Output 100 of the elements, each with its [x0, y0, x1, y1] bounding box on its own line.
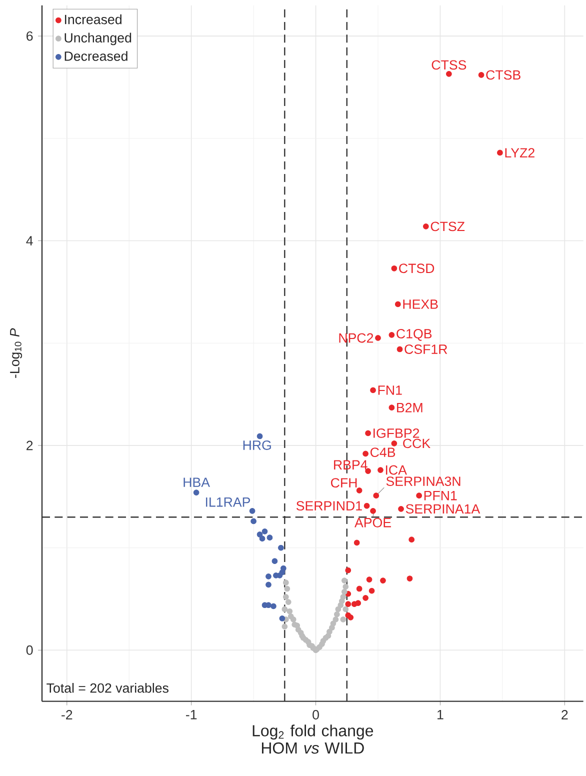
- point: [250, 518, 256, 524]
- point: [334, 611, 340, 618]
- y-tick-label: 6: [26, 31, 33, 41]
- point: [326, 628, 332, 635]
- legend-label: Decreased: [64, 51, 128, 61]
- x-tick-label: 1: [438, 710, 444, 720]
- point: [262, 528, 268, 534]
- point: [375, 335, 381, 341]
- point: [340, 616, 346, 622]
- point: [388, 404, 395, 411]
- point: [272, 558, 278, 564]
- point: [266, 574, 272, 580]
- point: [365, 430, 371, 436]
- annotation: CTSZ: [430, 222, 465, 232]
- annotation: CFH: [330, 478, 357, 488]
- point: [368, 588, 375, 594]
- point: [282, 606, 288, 612]
- point: [380, 578, 386, 584]
- point: [256, 433, 263, 440]
- point: [373, 492, 380, 499]
- point: [391, 440, 398, 446]
- point: [266, 534, 273, 540]
- point: [345, 601, 352, 608]
- annotation: IGFBP2: [374, 428, 420, 438]
- x-tick-label: 2: [562, 710, 568, 720]
- point: [370, 508, 376, 514]
- point: [341, 588, 348, 595]
- point: [406, 576, 413, 582]
- point: [282, 580, 289, 586]
- annotation: RBP4: [334, 460, 368, 470]
- point: [394, 301, 401, 308]
- point: [355, 600, 362, 606]
- x-axis-title: Log$_{2}$ fold change HOM vs WILD: [252, 724, 374, 754]
- point: [341, 578, 348, 584]
- point: [378, 467, 384, 473]
- point: [370, 387, 376, 394]
- point: [256, 532, 263, 538]
- point: [391, 265, 398, 272]
- point: [388, 332, 395, 338]
- annotation: B2M: [397, 402, 422, 412]
- annotation: PFN1: [424, 491, 457, 500]
- point: [335, 606, 342, 612]
- annotation: HEXB: [403, 300, 438, 309]
- point: [366, 576, 372, 582]
- annotation: Total = 202 variables: [46, 682, 168, 693]
- point: [354, 540, 360, 546]
- point: [356, 488, 362, 494]
- annotation: HRG: [243, 440, 271, 450]
- point: [422, 223, 429, 230]
- legend-label: Increased: [64, 14, 122, 24]
- point: [332, 616, 339, 622]
- legend-label: Unchanged: [64, 32, 132, 46]
- point: [446, 70, 452, 77]
- point: [362, 595, 368, 601]
- point: [497, 150, 503, 156]
- annotation: HBA: [184, 478, 210, 487]
- x-tick-label: -2: [62, 710, 72, 720]
- point: [270, 603, 276, 610]
- annotation: LYZ2: [505, 148, 534, 158]
- point: [408, 536, 415, 543]
- annotation: FN1: [378, 386, 402, 395]
- point: [364, 502, 370, 509]
- annotation: C4B: [370, 448, 396, 458]
- annotation: CCK: [403, 438, 430, 448]
- annotation: CSF1R: [404, 344, 448, 354]
- y-tick-label: 4: [26, 236, 33, 246]
- point: [259, 536, 266, 542]
- x-tick-label: 0: [312, 710, 319, 720]
- annotation: NPC2: [339, 333, 374, 343]
- annotation: SERPIND1: [296, 501, 362, 511]
- point: [330, 620, 336, 626]
- point: [345, 567, 352, 574]
- annotation: ICA: [386, 465, 407, 475]
- annotation: CTSB: [486, 70, 520, 80]
- y-tick-label: 0: [26, 645, 33, 655]
- point: [279, 615, 286, 622]
- annotation: APOE: [354, 518, 391, 528]
- x-tick-label: -1: [186, 710, 197, 720]
- point: [348, 614, 354, 620]
- point: [396, 346, 403, 352]
- point: [249, 508, 256, 514]
- point: [278, 544, 284, 551]
- point: [478, 72, 484, 78]
- point: [285, 599, 292, 605]
- annotation: IL1RAP: [206, 498, 250, 507]
- y-axis-title: -Log$_{10}$ P: [10, 328, 22, 378]
- point: [286, 608, 293, 614]
- point: [266, 582, 272, 588]
- y-tick-label: 2: [26, 440, 33, 450]
- point: [282, 594, 289, 600]
- point: [193, 490, 200, 496]
- point: [356, 586, 362, 592]
- annotation: CTSS: [432, 60, 466, 70]
- point: [416, 492, 422, 499]
- point: [398, 506, 404, 512]
- point: [362, 450, 368, 457]
- point: [342, 584, 349, 590]
- point: [279, 569, 286, 576]
- point: [340, 594, 346, 600]
- annotation: CTSD: [399, 264, 434, 274]
